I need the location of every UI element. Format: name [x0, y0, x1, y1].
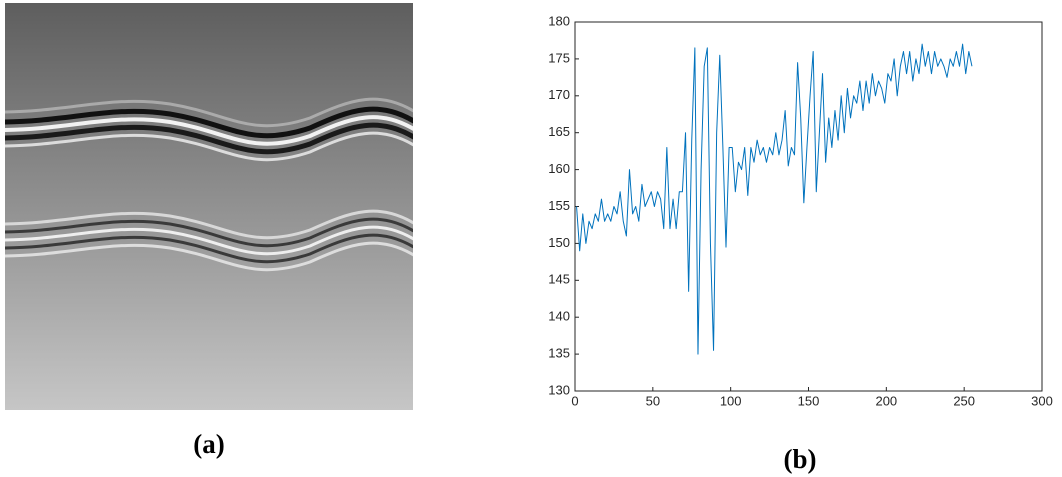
x-tick-label: 200	[875, 393, 897, 408]
y-tick-label: 140	[548, 309, 570, 324]
x-tick-label: 50	[646, 393, 660, 408]
fringe-image	[5, 3, 413, 410]
y-tick-label: 170	[548, 87, 570, 102]
x-tick-label: 250	[953, 393, 975, 408]
panel-label: (b)	[784, 444, 817, 474]
y-tick-label: 155	[548, 198, 570, 213]
y-tick-label: 165	[548, 124, 570, 139]
x-tick-label: 150	[798, 393, 820, 408]
x-tick-label: 100	[720, 393, 742, 408]
y-tick-label: 150	[548, 235, 570, 250]
y-tick-label: 175	[548, 50, 570, 65]
panel-label: (a)	[193, 429, 224, 459]
data-line	[576, 43, 973, 355]
y-tick-label: 145	[548, 272, 570, 287]
y-tick-label: 130	[548, 382, 570, 397]
y-tick-label: 135	[548, 346, 570, 361]
x-tick-label: 300	[1031, 393, 1053, 408]
y-tick-label: 180	[548, 13, 570, 28]
x-tick-label: 0	[571, 393, 578, 408]
y-tick-label: 160	[548, 161, 570, 176]
